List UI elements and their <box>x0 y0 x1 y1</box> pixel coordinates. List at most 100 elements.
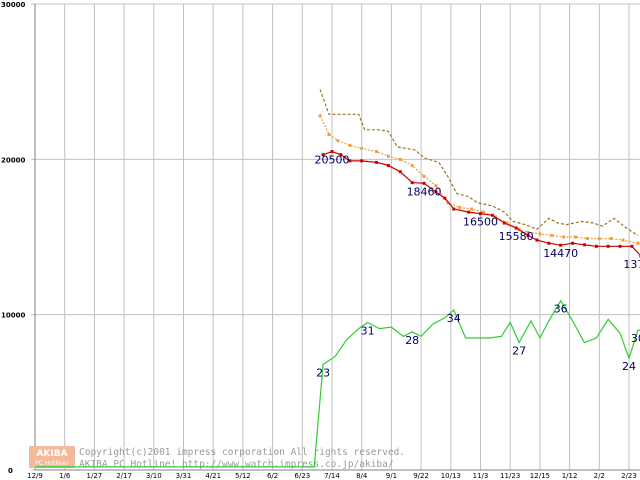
logo-main-text: AKIBA <box>36 449 67 459</box>
orange-series-point <box>597 237 601 241</box>
y-axis: 0 10000 20000 30000 <box>1 1 25 475</box>
orange-series-point <box>336 139 340 143</box>
red-series-point <box>606 244 610 248</box>
orange-series-point <box>574 235 578 239</box>
y-tick-label: 0 <box>8 467 13 475</box>
data-label: 34 <box>447 312 461 325</box>
orange-series-point <box>318 114 322 118</box>
red-series-point <box>386 164 390 168</box>
x-tick-label: 9/22 <box>413 472 429 480</box>
copyright-line-1: Copyright(c)2001 impress corporation All… <box>79 447 405 458</box>
x-tick-label: 2/2 <box>594 472 605 480</box>
red-series-point <box>535 238 539 242</box>
red-series-point <box>582 243 586 247</box>
orange-series-point <box>505 221 509 225</box>
x-tick-label: 9/1 <box>386 472 397 480</box>
red-series-point <box>321 153 325 157</box>
orange-series-point <box>550 233 554 237</box>
red-series-point <box>479 212 482 216</box>
x-tick-label: 10/13 <box>441 472 461 480</box>
orange-series-point <box>481 210 485 214</box>
orange-series-point <box>348 143 352 147</box>
red-series-point <box>452 207 456 211</box>
orange-series-point <box>621 238 625 242</box>
data-label: 36 <box>554 303 568 316</box>
x-tick-label: 12/9 <box>27 472 43 480</box>
top-dashed-line <box>319 89 639 236</box>
akiba-logo: AKIBA PC Hotline! <box>29 446 75 468</box>
orange-series-point <box>375 150 379 154</box>
data-label: 24 <box>622 360 636 373</box>
series-layer <box>35 89 640 468</box>
x-tick-label: 2/23 <box>621 472 637 480</box>
x-tick-label: 6/23 <box>294 472 310 480</box>
orange-series-point <box>470 207 474 211</box>
data-label: 15580 <box>499 230 534 243</box>
red-series-point <box>348 159 352 163</box>
orange-series-point <box>410 164 414 168</box>
orange-series-point <box>562 235 566 239</box>
green-series-line <box>35 299 640 468</box>
y-tick-label: 30000 <box>1 1 25 9</box>
red-series-point <box>594 244 598 248</box>
copyright-line-2: AKIBA PC Hotline! http://www.watch.impre… <box>79 459 394 470</box>
orange-series-point <box>422 174 426 178</box>
x-axis: 12/9 1/6 1/27 2/17 3/10 3/31 4/21 5/12 6/2 6/23 7/… <box>27 472 637 480</box>
data-label: 30 <box>631 332 640 345</box>
red-series-point <box>571 241 575 245</box>
x-tick-label: 4/21 <box>205 472 221 480</box>
red-series-point <box>559 243 563 247</box>
red-series-point <box>443 196 447 200</box>
red-series-point <box>526 233 530 237</box>
data-label: 28 <box>405 334 419 347</box>
red-series-point <box>630 244 634 248</box>
orange-series-point <box>360 146 364 150</box>
data-label: 27 <box>512 345 526 358</box>
orange-series-point <box>636 241 640 245</box>
orange-series-point <box>434 184 438 188</box>
data-label: 23 <box>316 366 330 379</box>
logo-sub-text: PC Hotline! <box>35 460 68 467</box>
orange-series-point <box>538 232 542 236</box>
red-series-point <box>398 170 402 174</box>
red-series-point <box>502 221 506 225</box>
red-series-point <box>514 226 518 230</box>
orange-series-point <box>526 230 530 234</box>
red-series-point <box>547 241 551 245</box>
x-tick-label: 7/14 <box>324 472 340 480</box>
data-label: 13769 <box>623 258 640 271</box>
x-tick-label: 3/31 <box>176 472 192 480</box>
red-series-point <box>375 160 379 164</box>
x-tick-label: 1/27 <box>87 472 103 480</box>
chart-grid <box>31 3 640 471</box>
data-label: 20500 <box>315 154 350 167</box>
orange-series-point <box>446 201 450 205</box>
orange-series-point <box>609 237 613 241</box>
logo-background <box>29 446 75 468</box>
red-series-point <box>434 190 438 194</box>
red-series-point <box>360 159 364 163</box>
red-series-point <box>339 153 343 157</box>
orange-series-point <box>585 237 589 241</box>
red-series-point <box>410 181 414 185</box>
orange-series-point <box>398 157 402 161</box>
x-tick-label: 2/17 <box>116 472 132 480</box>
orange-series-point <box>327 132 331 136</box>
orange-series-point <box>458 205 462 209</box>
x-tick-label: 6/2 <box>267 472 278 480</box>
y-tick-label: 10000 <box>1 312 25 320</box>
data-label: 14470 <box>543 247 578 260</box>
data-label: 16500 <box>463 216 498 229</box>
red-series-point <box>422 181 426 185</box>
x-tick-label: 11/23 <box>500 472 520 480</box>
data-label: 31 <box>361 324 375 337</box>
red-series-point <box>618 244 622 248</box>
x-tick-label: 3/10 <box>146 472 162 480</box>
red-series-line <box>322 150 640 257</box>
data-label: 18460 <box>407 185 442 198</box>
orange-series-point <box>386 154 390 158</box>
x-tick-label: 5/12 <box>235 472 251 480</box>
x-tick-label: 11/3 <box>473 472 489 480</box>
